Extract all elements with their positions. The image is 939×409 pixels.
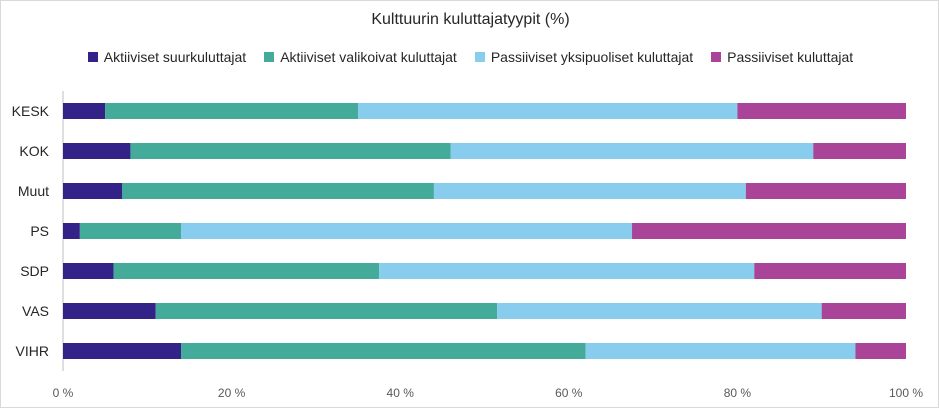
x-tick-label: 20 % [218,386,246,400]
bar-segment [63,263,114,279]
bar-segment [754,263,906,279]
bar-segment [821,303,906,319]
legend-swatch [711,52,722,62]
legend-item: Passiiviset kuluttajat [711,49,853,65]
bar-segment [63,223,80,239]
bar-segment [63,143,131,159]
bar-segment [855,343,906,359]
category-label: PS [30,223,49,239]
bar-segment [433,183,746,199]
x-tick-label: 80 % [724,386,752,400]
legend-item: Aktiiviset valikoivat kuluttajat [264,49,457,65]
legend-swatch [87,52,98,62]
legend-swatch [264,52,275,62]
bar-segment [63,303,156,319]
legend-swatch [474,52,485,62]
bar-segment [181,223,633,239]
x-tick-label: 40 % [387,386,415,400]
x-tick-label: 60 % [555,386,583,400]
category-label: KOK [19,143,49,159]
bar-segment [379,263,755,279]
bar-segment [63,183,123,199]
bar-segment [497,303,822,319]
category-label: VAS [22,303,49,319]
category-label: Muut [18,183,49,199]
chart-title: Kulttuurin kuluttajatyypit (%) [371,11,570,28]
bar-segment [181,343,586,359]
bar-segment [113,263,380,279]
legend: Aktiiviset suurkuluttajat Aktiiviset vali… [1,49,939,65]
x-tick-label: 0 % [53,386,74,400]
bar-segment [105,103,359,119]
legend-label: Aktiiviset valikoivat kuluttajat [280,49,457,65]
legend-label: Passiiviset kuluttajat [727,49,854,65]
legend-label: Aktiiviset suurkuluttajat [103,49,247,65]
bar-segment [63,103,106,119]
bar-segment [737,103,906,119]
bar-segment [813,143,906,159]
legend-item: Aktiiviset suurkuluttajat [87,49,247,65]
bar-segment [358,103,738,119]
category-label: KESK [12,103,50,119]
bar-segment [63,343,182,359]
bar-segment [745,183,906,199]
legend-label: Passiiviset yksipuoliset kuluttajat [490,49,694,65]
legend-item: Passiiviset yksipuoliset kuluttajat [474,49,694,65]
bar-segment [450,143,814,159]
x-tick-label: 100 % [889,386,923,400]
bar-segment [130,143,451,159]
bar-segment [155,303,498,319]
category-label: SDP [20,263,49,279]
bar-segment [632,223,906,239]
bar-segment [585,343,856,359]
category-label: VIHR [16,343,49,359]
bar-segment [122,183,434,199]
bar-segment [79,223,182,239]
